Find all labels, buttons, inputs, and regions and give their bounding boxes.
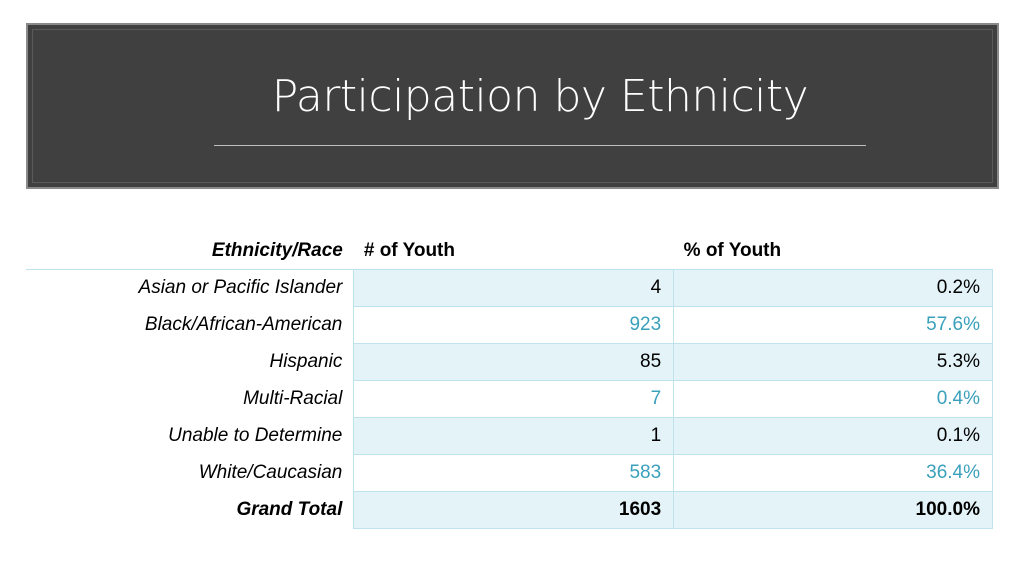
header-ethnicity: Ethnicity/Race (211, 240, 343, 261)
row-count: 7 (353, 380, 675, 418)
row-label: Multi-Racial (243, 388, 343, 409)
ethnicity-table: Ethnicity/Race # of Youth % of Youth Asi… (26, 233, 993, 529)
row-label: Hispanic (269, 351, 343, 372)
row-count: 1 (353, 417, 675, 455)
row-percent: 0.4% (673, 380, 993, 418)
row-count: 923 (353, 306, 675, 344)
title-banner: Participation by Ethnicity (26, 23, 999, 189)
header-percent: % of Youth (683, 240, 782, 261)
page-title: Participation by Ethnicity (271, 71, 809, 122)
row-label: Black/African-American (144, 314, 343, 335)
row-label: White/Caucasian (198, 462, 343, 483)
row-label: Unable to Determine (168, 425, 343, 446)
title-underline (214, 145, 866, 146)
row-percent: 57.6% (673, 306, 993, 344)
table-row: White/Caucasian 583 36.4% (26, 454, 993, 492)
row-count: 4 (353, 269, 675, 307)
total-percent: 100.0% (673, 491, 993, 529)
table-row: Black/African-American 923 57.6% (26, 306, 993, 344)
table-row: Asian or Pacific Islander 4 0.2% (26, 269, 993, 307)
table-row: Unable to Determine 1 0.1% (26, 417, 993, 455)
table-header-row: Ethnicity/Race # of Youth % of Youth (26, 233, 993, 270)
grand-total-row: Grand Total 1603 100.0% (26, 491, 993, 529)
row-count: 85 (353, 343, 675, 381)
total-count: 1603 (353, 491, 675, 529)
title-banner-inner-border (32, 29, 993, 183)
row-percent: 0.2% (673, 269, 993, 307)
row-label: Asian or Pacific Islander (138, 277, 343, 299)
row-percent: 36.4% (673, 454, 993, 492)
row-count: 583 (353, 454, 675, 492)
table-row: Hispanic 85 5.3% (26, 343, 993, 381)
row-percent: 0.1% (673, 417, 993, 455)
table-row: Multi-Racial 7 0.4% (26, 380, 993, 418)
header-count: # of Youth (363, 240, 455, 261)
total-label: Grand Total (236, 499, 343, 520)
row-percent: 5.3% (673, 343, 993, 381)
